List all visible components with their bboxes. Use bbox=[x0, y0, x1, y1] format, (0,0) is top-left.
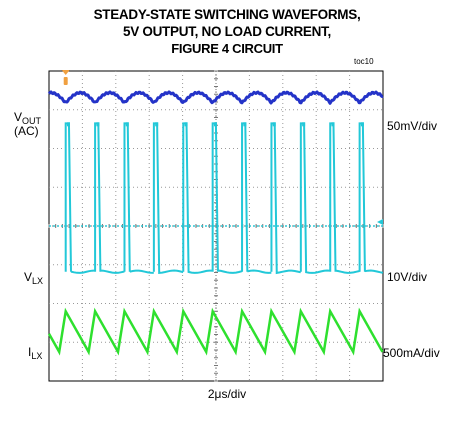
vlx-overshoot bbox=[96, 122, 100, 127]
vlx-overshoot bbox=[331, 122, 335, 127]
vlx-overshoot bbox=[213, 122, 217, 127]
vlx-overshoot bbox=[125, 122, 129, 127]
vlx-label: VLX bbox=[24, 270, 44, 286]
chart-title-line-2: 5V OUTPUT, NO LOAD CURRENT, bbox=[123, 24, 331, 39]
vlx-scale-label: 10V/div bbox=[387, 270, 428, 284]
ilx-scale-label: 500mA/div bbox=[383, 346, 440, 360]
vlx-overshoot bbox=[302, 122, 306, 127]
vlx-overshoot bbox=[184, 122, 188, 127]
vlx-overshoot bbox=[243, 122, 247, 127]
vlx-overshoot bbox=[155, 122, 159, 127]
vout-scale-label: 50mV/div bbox=[387, 119, 438, 133]
x-axis-label: 2μs/div bbox=[207, 387, 247, 401]
vlx-marker-icon bbox=[377, 219, 383, 225]
vlx-overshoot bbox=[360, 122, 364, 127]
ilx-trace bbox=[47, 307, 384, 356]
trigger-marker-icon bbox=[61, 70, 70, 75]
ilx-label: ILX bbox=[28, 345, 43, 361]
trigger-marker-body bbox=[63, 77, 68, 85]
vout-ac-label: (AC) bbox=[14, 124, 39, 138]
vout-label: VOUT bbox=[14, 110, 42, 126]
vlx-trace bbox=[64, 122, 384, 275]
toc-label: toc10 bbox=[354, 57, 374, 66]
vlx-overshoot bbox=[66, 122, 70, 127]
chart-title-line-1: STEADY-STATE SWITCHING WAVEFORMS, bbox=[93, 7, 361, 22]
chart-title-line-3: FIGURE 4 CIRCUIT bbox=[171, 41, 283, 56]
vout-trace bbox=[47, 90, 384, 105]
vlx-overshoot bbox=[272, 122, 276, 127]
